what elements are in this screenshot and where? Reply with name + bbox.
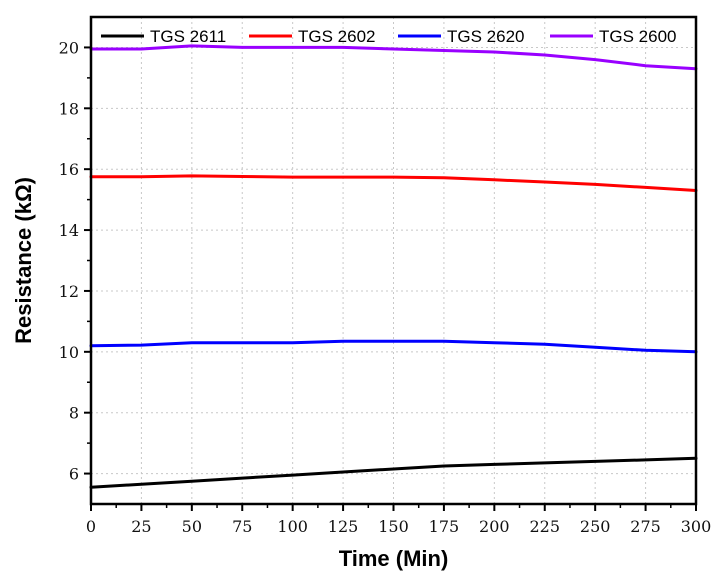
series-line-tgs-2620 [89,339,698,354]
legend: TGS 2611 TGS 2602 TGS 2620 TGS 2600 [101,27,677,46]
series-line-tgs-2600 [89,44,698,71]
y-tick-label: 20 [59,38,79,57]
x-tick-label: 200 [479,517,510,536]
x-tick-label: 175 [429,517,460,536]
x-tick-label: 300 [681,517,712,536]
y-axis-title: Resistance (kΩ) [11,177,36,344]
legend-label: TGS 2611 [150,27,226,46]
y-tick-label: 10 [59,343,79,362]
x-tick-label: 150 [378,517,409,536]
y-tick-label: 6 [69,465,79,484]
axes [89,15,698,506]
x-tick-label: 250 [580,517,611,536]
legend-label: TGS 2600 [599,27,677,46]
series-line-tgs-2611 [89,456,698,489]
series-line-tgs-2602 [89,174,698,192]
x-tick-label: 125 [328,517,359,536]
x-tick-label: 0 [86,517,96,536]
legend-label: TGS 2602 [298,27,376,46]
y-tick-label: 12 [59,282,79,301]
grid-lines [91,17,696,504]
ticks: 0 25 50 75 100 125 150 175 200 225 250 275 300 6 8 10 12… [59,38,712,536]
series-layer [89,44,698,489]
x-tick-label: 100 [277,517,308,536]
y-tick-label: 8 [69,404,79,423]
y-tick-label: 18 [59,99,79,118]
x-tick-label: 25 [131,517,151,536]
x-tick-label: 275 [630,517,661,536]
x-tick-label: 75 [232,517,252,536]
y-tick-label: 14 [59,221,79,240]
legend-label: TGS 2620 [447,27,525,46]
x-tick-label: 50 [182,517,202,536]
x-tick-label: 225 [529,517,560,536]
y-tick-label: 16 [59,160,79,179]
plot-frame [89,15,698,506]
x-axis-title: Time (Min) [339,546,449,571]
